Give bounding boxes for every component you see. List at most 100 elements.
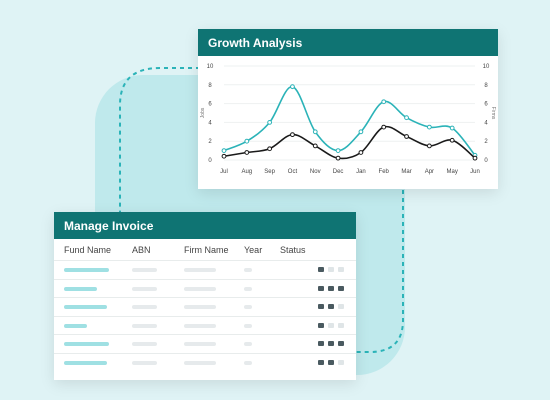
status-indicator xyxy=(318,267,324,272)
firm-name-cell xyxy=(184,305,216,309)
y-tick-label-left: 2 xyxy=(208,139,212,145)
x-tick-label: May xyxy=(447,169,458,175)
year-cell xyxy=(244,323,252,328)
y-tick-label-left: 4 xyxy=(208,120,212,126)
x-tick-label: Feb xyxy=(379,169,390,175)
x-tick-label: Oct xyxy=(288,169,298,175)
data-point xyxy=(426,143,432,149)
status-indicator xyxy=(338,285,344,291)
table-row[interactable] xyxy=(54,278,356,298)
y-tick-label-right: 2 xyxy=(484,139,488,145)
firm-name-cell xyxy=(184,342,216,346)
y-tick-label-right: 4 xyxy=(484,120,488,126)
x-tick-label: Aug xyxy=(241,169,252,175)
status-indicator xyxy=(328,359,334,365)
status-indicator xyxy=(328,341,334,346)
column-header-year[interactable]: Year xyxy=(244,245,263,255)
fund-name-cell xyxy=(64,342,109,346)
data-point xyxy=(449,137,455,143)
firm-name-cell xyxy=(184,286,216,291)
status-indicator xyxy=(338,304,344,309)
status-indicator xyxy=(338,341,344,346)
column-header-abn[interactable]: ABN xyxy=(132,245,151,255)
abn-cell xyxy=(132,323,157,328)
data-point xyxy=(244,138,250,144)
growth-analysis-card: Growth Analysis 0 0 2 2 4 4 6 6 8 8 10 10 Jul Aug Sep O… xyxy=(198,29,498,189)
status-indicator xyxy=(318,322,324,328)
year-cell xyxy=(244,360,252,365)
fund-name-cell xyxy=(64,360,107,365)
fund-name-cell xyxy=(64,286,97,291)
data-point xyxy=(381,99,387,105)
year-cell xyxy=(244,342,252,346)
data-point xyxy=(221,148,227,153)
year-cell xyxy=(244,268,252,272)
year-cell xyxy=(244,286,252,291)
table-row[interactable] xyxy=(54,260,356,279)
y-tick-label-right: 6 xyxy=(484,102,488,108)
table-row[interactable] xyxy=(54,334,356,353)
data-point xyxy=(449,125,455,131)
x-tick-label: Nov xyxy=(310,169,321,175)
growth-card-title: Growth Analysis xyxy=(198,29,498,56)
data-point xyxy=(381,124,387,130)
x-tick-label: Apr xyxy=(425,169,434,175)
column-header-fund-name[interactable]: Fund Name xyxy=(64,245,112,255)
y-tick-label-right: 0 xyxy=(484,158,488,164)
data-point xyxy=(472,155,478,161)
data-point xyxy=(312,143,318,149)
firm-name-cell xyxy=(184,323,216,328)
fund-name-cell xyxy=(64,268,109,272)
y-tick-label-right: 8 xyxy=(484,83,488,89)
year-cell xyxy=(244,305,252,309)
status-indicator xyxy=(338,322,344,328)
data-point xyxy=(335,155,341,161)
table-row[interactable] xyxy=(54,315,356,335)
abn-cell xyxy=(132,342,157,346)
status-indicator xyxy=(318,341,324,346)
data-point xyxy=(267,146,273,152)
data-point xyxy=(312,129,318,135)
data-point xyxy=(244,150,250,155)
data-point xyxy=(404,115,409,121)
abn-cell xyxy=(132,286,157,291)
x-tick-label: Jul xyxy=(220,169,228,175)
invoice-table-header: Fund Name ABN Firm Name Year Status xyxy=(54,245,356,265)
data-point xyxy=(426,124,432,130)
invoice-card-title: Manage Invoice xyxy=(54,212,356,239)
data-point xyxy=(358,129,364,135)
table-row[interactable] xyxy=(54,352,356,372)
status-indicator xyxy=(328,322,334,328)
y-axis-title-right: Firms xyxy=(490,107,496,120)
status-indicator xyxy=(328,285,334,291)
x-tick-label: Dec xyxy=(333,169,344,175)
abn-cell xyxy=(132,268,157,272)
data-point xyxy=(267,120,273,125)
table-row[interactable] xyxy=(54,297,356,316)
abn-cell xyxy=(132,305,157,309)
series-line-0 xyxy=(223,85,476,156)
status-indicator xyxy=(328,304,334,309)
abn-cell xyxy=(132,360,157,365)
status-indicator xyxy=(318,304,324,309)
x-tick-label: Jan xyxy=(356,169,366,175)
data-point xyxy=(290,84,295,90)
y-tick-label-left: 6 xyxy=(208,102,212,108)
growth-chart: 0 0 2 2 4 4 6 6 8 8 10 10 Jul Aug Sep Oct Nov Dec Jan Feb Ma… xyxy=(200,64,496,175)
x-tick-label: Mar xyxy=(401,169,411,175)
status-indicator xyxy=(318,359,324,365)
data-point xyxy=(358,150,364,155)
column-header-firm-name[interactable]: Firm Name xyxy=(184,245,229,255)
status-indicator xyxy=(328,267,334,272)
status-indicator xyxy=(318,285,324,291)
data-point xyxy=(404,134,409,139)
y-axis-title-left: Jobs xyxy=(200,107,206,118)
y-tick-label-left: 0 xyxy=(208,158,212,164)
firm-name-cell xyxy=(184,360,216,365)
y-tick-label-left: 8 xyxy=(208,83,212,89)
column-header-status[interactable]: Status xyxy=(280,245,306,255)
x-tick-label: Jun xyxy=(470,169,480,175)
status-indicator xyxy=(338,267,344,272)
